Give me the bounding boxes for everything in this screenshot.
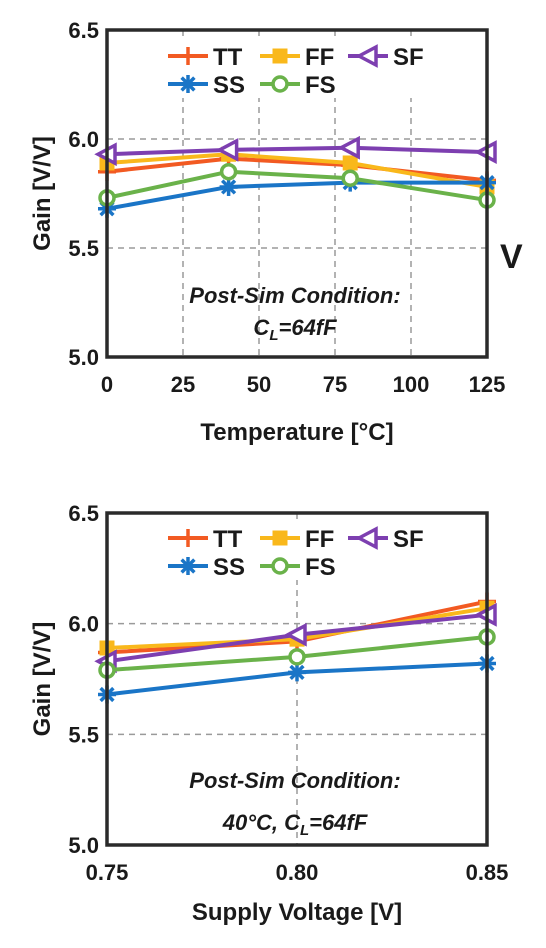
legend-label-SF: SF: [393, 44, 424, 71]
annotation-rest: =64fF: [309, 810, 368, 835]
legend-marker-SF: [355, 44, 378, 68]
legend-label-FS: FS: [305, 554, 336, 581]
legend-item-TT: TT: [168, 526, 243, 553]
legend-label-SS: SS: [213, 554, 245, 581]
legend-label-FF: FF: [305, 44, 334, 71]
chart-2: 0.75 0.80 0.85 5.0 5.5 6.0 6.5 Supply Voltage […: [29, 501, 508, 926]
x-tick-label: 0.75: [86, 860, 129, 885]
annotation-main: C: [253, 315, 270, 340]
annotation-subscript: L: [300, 822, 309, 839]
legend: TT FF SF SS FS: [160, 40, 440, 99]
chart-1: 0 25 50 75 100 125 5.0 5.5 6.0 6.5 Temperature [°C…: [29, 18, 505, 446]
point-FS: [219, 162, 238, 181]
y-tick-label: 6.0: [68, 127, 99, 152]
legend-marker-SF: [355, 526, 378, 550]
y-axis-label: Gain [V/V]: [29, 136, 56, 251]
partial-label: V: [500, 238, 523, 276]
legend-box: [160, 522, 440, 580]
legend-box: [160, 40, 440, 98]
series-line-FF: [106, 152, 488, 189]
annotation-line-1: Post-Sim Condition:: [189, 283, 400, 308]
x-tick-label: 25: [171, 372, 195, 397]
annotation-line-2: CL=64fF: [253, 315, 337, 344]
point-FF: [342, 155, 358, 171]
legend-marker-SS: [180, 558, 196, 574]
y-axis-label: Gain [V/V]: [29, 622, 56, 737]
legend-label-FS: FS: [305, 72, 336, 99]
x-tick-label: 75: [323, 372, 347, 397]
point-SF: [215, 137, 239, 162]
series-SF: [94, 135, 497, 167]
point-FS: [341, 169, 359, 187]
point-SF: [284, 622, 307, 647]
legend-label-SF: SF: [393, 526, 424, 553]
legend-item-FS: FS: [260, 554, 336, 581]
x-tick-label: 0: [101, 372, 113, 397]
legend-label-TT: TT: [213, 526, 243, 553]
legend-marker-FF: [272, 530, 288, 546]
point-SS: [289, 664, 305, 680]
legend-item-SF: SF: [348, 44, 424, 71]
series-line-FS: [106, 169, 488, 203]
series-SS: [98, 173, 496, 218]
grid: [107, 30, 487, 357]
y-tick-label: 5.0: [68, 345, 99, 370]
series-line-SS: [106, 180, 487, 211]
legend-marker-FS: [271, 557, 289, 575]
legend-item-FF: FF: [260, 526, 334, 553]
point-SF: [337, 135, 360, 160]
annotation-line-2: 40°C, CL=64fF: [222, 810, 368, 839]
point-FS: [288, 648, 306, 666]
legend-item-FF: FF: [260, 44, 334, 71]
series-line-TT: [106, 156, 488, 183]
annotation-subscript: L: [269, 327, 278, 344]
x-tick-label: 50: [247, 372, 271, 397]
legend-label-FF: FF: [305, 526, 334, 553]
y-tick-label: 5.5: [68, 722, 99, 747]
x-tick-label: 125: [469, 372, 506, 397]
y-tick-label: 5.0: [68, 833, 99, 858]
y-tick-label: 5.5: [68, 236, 99, 261]
legend-item-SF: SF: [348, 526, 424, 553]
legend-label-SS: SS: [213, 72, 245, 99]
point-SS: [220, 179, 237, 195]
legend-marker-FF: [272, 48, 288, 64]
legend-item-TT: TT: [168, 44, 243, 71]
legend: TT FF SF SS FS: [160, 522, 440, 581]
legend-item-SS: SS: [168, 554, 245, 581]
x-tick-label: 100: [393, 372, 430, 397]
plot-frame: [105, 28, 489, 359]
legend-marker-FS: [271, 75, 289, 93]
legend-item-SS: SS: [168, 72, 245, 99]
annotation-rest: =64fF: [278, 315, 337, 340]
x-axis-label: Supply Voltage [V]: [192, 899, 402, 926]
plot-frame: [105, 511, 489, 847]
annotation-main: 40°C, C: [222, 810, 301, 835]
legend-item-FS: FS: [260, 72, 336, 99]
y-tick-label: 6.5: [68, 18, 99, 43]
legend-label-TT: TT: [213, 44, 243, 71]
series-line-SF: [106, 145, 488, 157]
annotation-line-1: Post-Sim Condition:: [189, 768, 400, 793]
x-tick-label: 0.80: [276, 860, 319, 885]
y-tick-label: 6.0: [68, 612, 99, 637]
y-tick-label: 6.5: [68, 501, 99, 526]
x-axis-label: Temperature [°C]: [200, 419, 393, 446]
legend-marker-SS: [180, 76, 196, 92]
x-tick-label: 0.85: [466, 860, 509, 885]
